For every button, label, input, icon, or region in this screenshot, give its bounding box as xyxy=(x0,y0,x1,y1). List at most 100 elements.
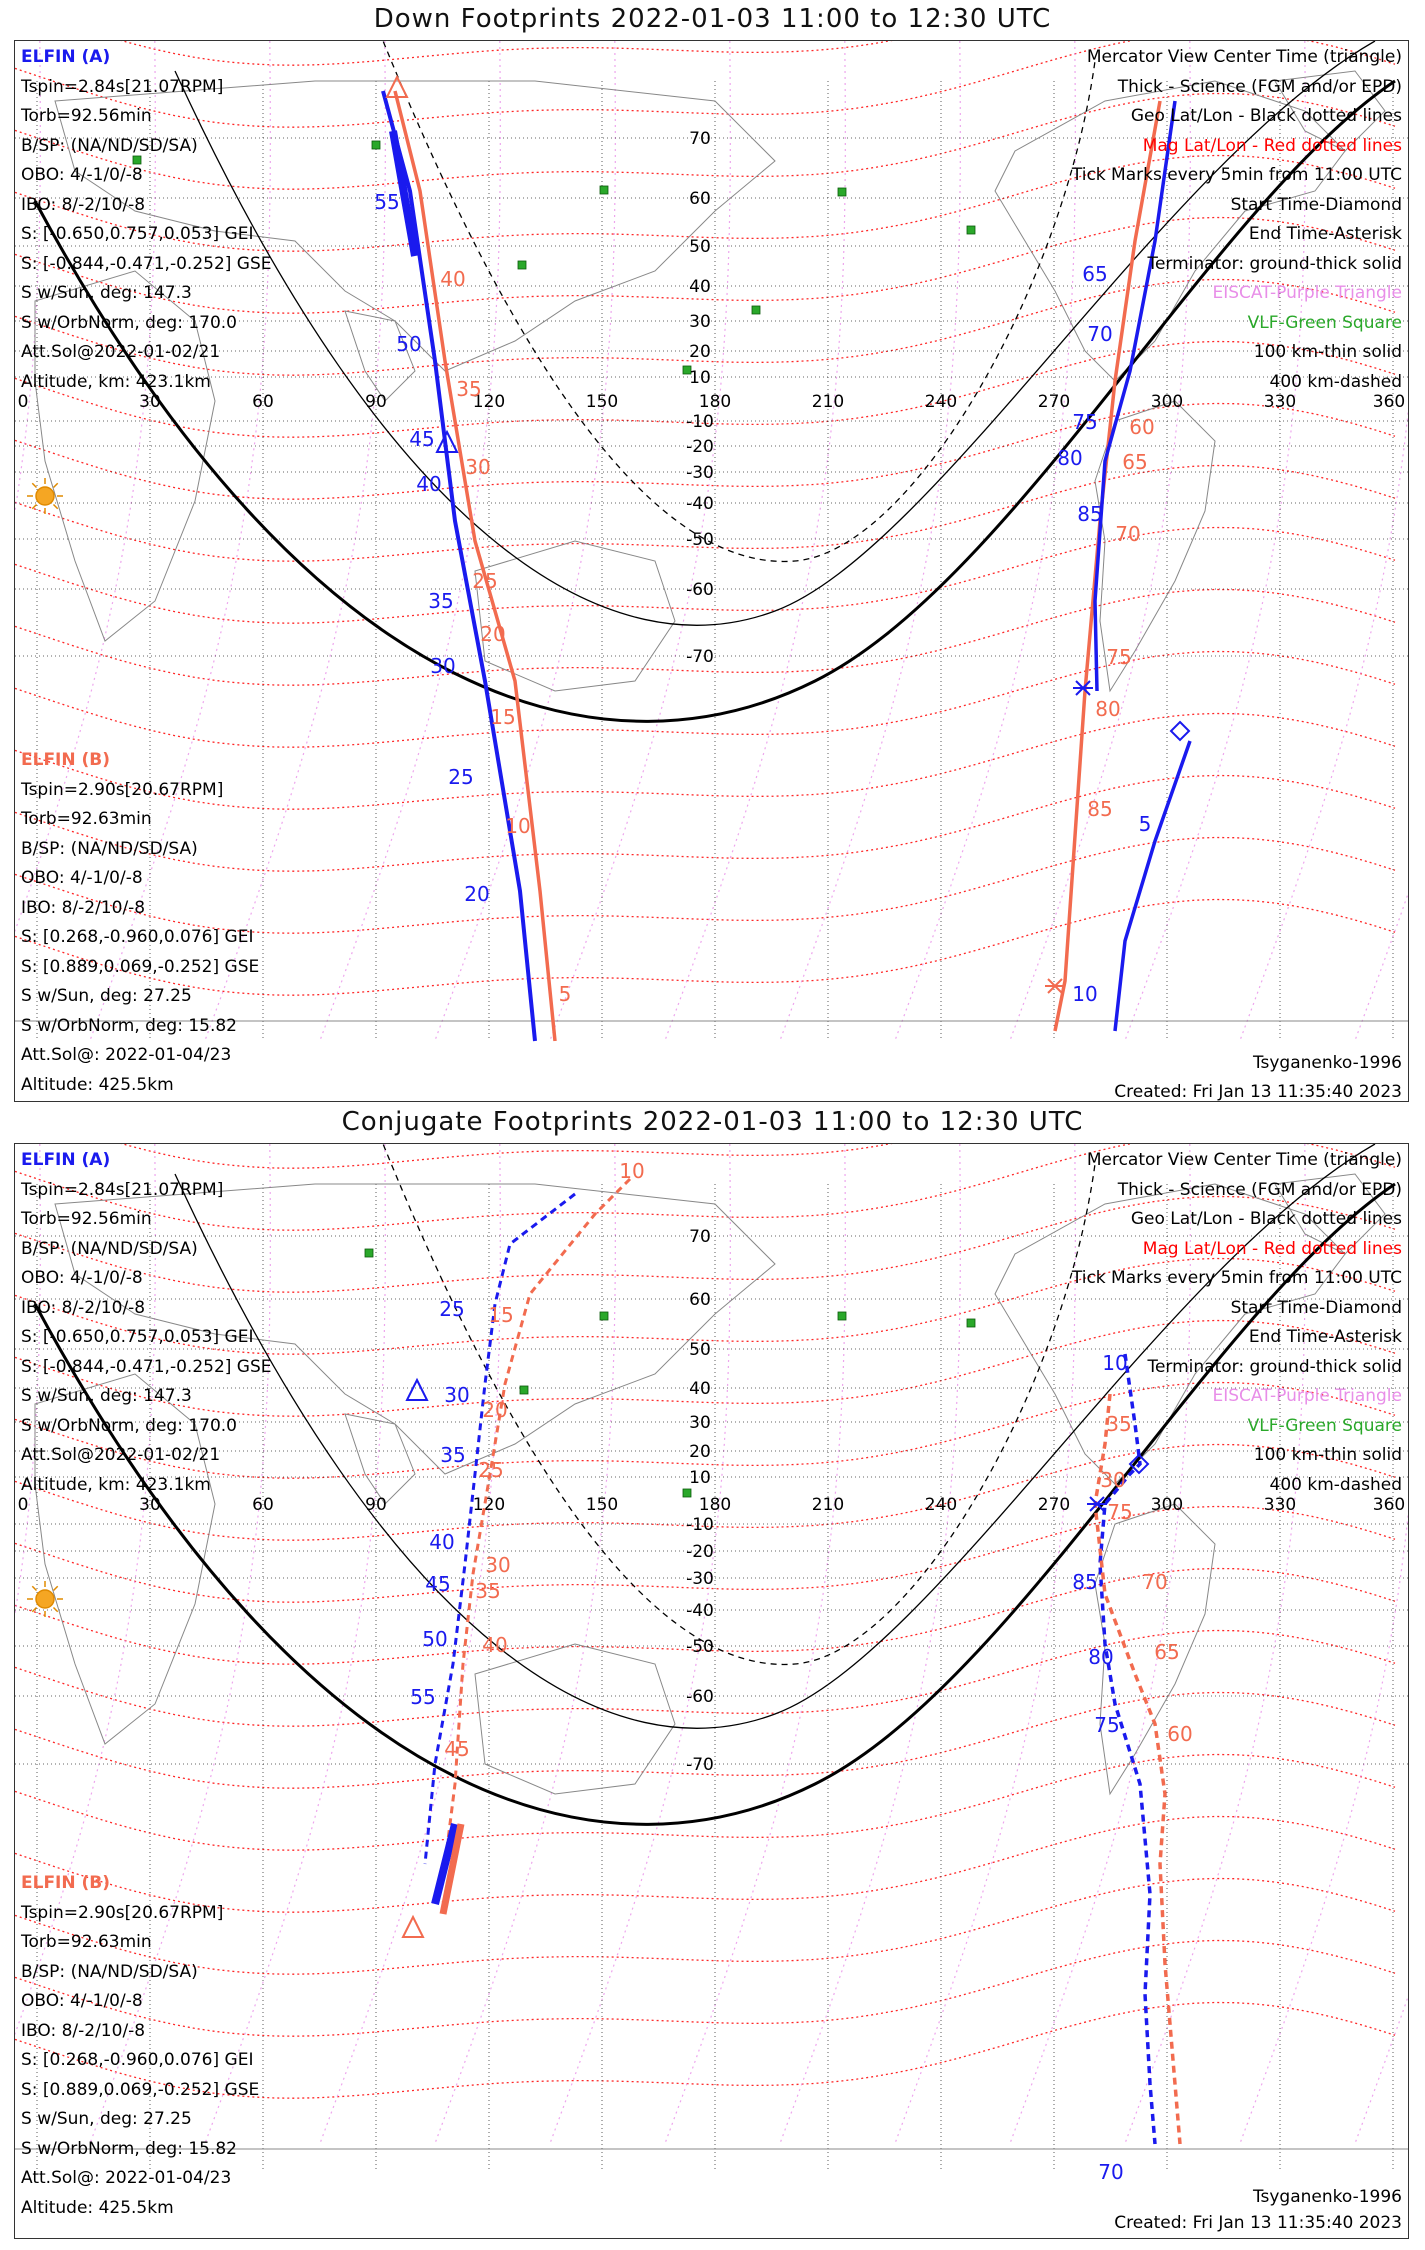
lat-tick-label: -20 xyxy=(686,1542,714,1562)
lat-tick-label: 10 xyxy=(689,1468,711,1488)
mag-lat-line xyxy=(15,588,1396,686)
elfin-a-tick-label: 25 xyxy=(448,765,473,789)
lon-tick-label: 0 xyxy=(18,392,29,412)
lon-tick-label: 240 xyxy=(925,392,957,412)
legend-item: Terminator: ground-thick solid xyxy=(1147,253,1402,274)
info-line: B/SP: (NA/ND/SD/SA) xyxy=(21,838,198,859)
legend: Mercator View Center Time (triangle) Thi… xyxy=(1072,43,1402,397)
terminator-100km xyxy=(174,1144,1376,1729)
legend-item: VLF-Green Square xyxy=(1247,1415,1402,1436)
lat-tick-label: -50 xyxy=(686,530,714,550)
lon-tick-label: 30 xyxy=(139,392,161,412)
vlf-square xyxy=(132,155,142,165)
lon-tick-label: 270 xyxy=(1038,1495,1070,1515)
map-canvas: 0 30 60 90 120 150 180 210 240 270 300 330 360 70 60 50… xyxy=(15,41,1408,1042)
info-line: S: [-0.844,-0.471,-0.252] GSE xyxy=(21,1356,272,1377)
mag-lon-line xyxy=(1239,407,1408,1042)
sun-ray xyxy=(52,1585,59,1592)
info-line: B/SP: (NA/ND/SD/SA) xyxy=(21,1238,198,1259)
elfin-a-info: ELFIN (A) Tspin=2.84s[21.07RPM] Torb=92.… xyxy=(21,43,272,397)
info-line: Torb=92.63min xyxy=(21,1932,152,1952)
info-line: IBO: 8/-2/10/-8 xyxy=(21,1297,146,1318)
start-diamond xyxy=(1169,720,1191,742)
map-layers: 0 30 60 90 120 150 180 210 240 270 300 330 360 70 60 50… xyxy=(15,1144,1408,2184)
mag-lon-line xyxy=(664,1144,846,2145)
lon-tick-label: 120 xyxy=(473,1495,505,1515)
coastline xyxy=(1274,70,1386,152)
info-line: S: [0.268,-0.960,0.076] GEI xyxy=(21,2050,254,2070)
coastline xyxy=(54,1183,776,1475)
mag-lon-line xyxy=(1009,1144,1191,2145)
lon-tick-label: 240 xyxy=(925,1495,957,1515)
info-line: S: [0.268,-0.960,0.076] GEI xyxy=(21,927,254,947)
elfin-a-track xyxy=(423,1192,576,1865)
elfin-a-header: ELFIN (A) xyxy=(21,1150,111,1170)
elfin-b-tick-label: 35 xyxy=(456,377,481,401)
elfin-a-tick-label: 35 xyxy=(440,1443,465,1467)
mag-lon-line xyxy=(319,1144,501,2145)
terminator-100km xyxy=(174,41,1376,626)
lat-tick-label: -50 xyxy=(686,1637,714,1657)
elfin-a-tick-label: 45 xyxy=(425,1572,450,1596)
info-line: Att.Sol@2022-01-02/21 xyxy=(21,342,221,362)
panel1-title: Down Footprints 2022-01-03 11:00 to 12:3… xyxy=(373,4,1052,34)
info-line: S w/Sun, deg: 27.25 xyxy=(21,986,192,1006)
elfin-b-tick-label: 80 xyxy=(1095,697,1120,721)
elfin-a-tick-label: 30 xyxy=(430,654,455,678)
info-line: S w/OrbNorm, deg: 15.82 xyxy=(21,2138,238,2159)
end-asterisk xyxy=(1073,680,1093,696)
sun-ray xyxy=(31,482,38,489)
view-center-triangle xyxy=(385,74,409,98)
terminator-ground xyxy=(33,79,1396,723)
lon-tick-label: 210 xyxy=(812,392,844,412)
elfin-a-track-se xyxy=(1113,740,1192,1032)
mag-lon-line xyxy=(894,41,1076,1042)
info-line: OBO: 4/-1/0/-8 xyxy=(21,1991,143,2011)
elfin-b-tick-label: 20 xyxy=(480,622,505,646)
sun-ray xyxy=(52,503,59,510)
info-line: Torb=92.56min xyxy=(21,106,152,126)
sun-icon xyxy=(27,478,63,514)
elfin-a-tick-label: 55 xyxy=(374,190,399,214)
lon-tick-label: 300 xyxy=(1151,1495,1183,1515)
elfin-b-tick-label: 35 xyxy=(1106,1412,1131,1436)
info-line: Altitude: 425.5km xyxy=(21,1074,174,1095)
sun-ray xyxy=(31,1585,38,1592)
elfin-b-tick-label: 75 xyxy=(1106,645,1131,669)
created-timestamp: Created: Fri Jan 13 11:35:40 2023 xyxy=(1114,1082,1402,1102)
panel2-title: Conjugate Footprints 2022-01-03 11:00 to… xyxy=(341,1107,1084,1137)
lat-tick-label: 20 xyxy=(689,342,711,362)
coastline xyxy=(994,1183,1346,1485)
info-line: OBO: 4/-1/0/-8 xyxy=(21,165,143,185)
elfin-b-tick-label: 75 xyxy=(1107,1500,1132,1524)
elfin-b-tick-label: 45 xyxy=(444,1737,469,1761)
mag-lon-line xyxy=(204,41,386,1042)
vlf-square xyxy=(966,225,976,235)
elfin-a-tick-label: 80 xyxy=(1088,1645,1113,1669)
elfin-b-track xyxy=(443,1177,632,1865)
mag-lon-line xyxy=(1239,1510,1408,2145)
lat-tick-label: 60 xyxy=(689,1290,711,1310)
elfin-a-track-east xyxy=(1093,100,1177,692)
sun-icon xyxy=(27,1581,63,1617)
legend-item: Terminator: ground-thick solid xyxy=(1147,1356,1402,1377)
start-diamond xyxy=(1128,1453,1150,1475)
elfin-a-tick-label: 75 xyxy=(1072,410,1097,434)
elfin-a-tick-label: 25 xyxy=(439,1297,464,1321)
lat-tick-label: 70 xyxy=(689,1227,711,1247)
elfin-b-tick-label: 30 xyxy=(465,455,490,479)
vlf-square xyxy=(599,1311,609,1321)
coastline xyxy=(474,1643,676,1795)
elfin-b-tick-label: 25 xyxy=(478,1458,503,1482)
lat-tick-label: 50 xyxy=(689,1340,711,1360)
elfin-b-info: ELFIN (B) Tspin=2.90s[20.67RPM] Torb=92.… xyxy=(21,1869,259,2223)
elfin-a-tick-label: 75 xyxy=(1094,1713,1119,1737)
info-line: S: [-0.650,0.757,0.053] GEI xyxy=(21,224,254,244)
elfin-a-tick-label: 55 xyxy=(410,1685,435,1709)
info-line: OBO: 4/-1/0/-8 xyxy=(21,1268,143,1288)
elfin-a-tick-label: 10 xyxy=(1102,1351,1127,1375)
legend-item: Geo Lat/Lon - Black dotted lines xyxy=(1130,1209,1402,1229)
end-asterisk xyxy=(1087,1496,1107,1512)
mag-lon-line xyxy=(894,1144,1076,2145)
elfin-a-thick-science xyxy=(431,1823,459,1905)
